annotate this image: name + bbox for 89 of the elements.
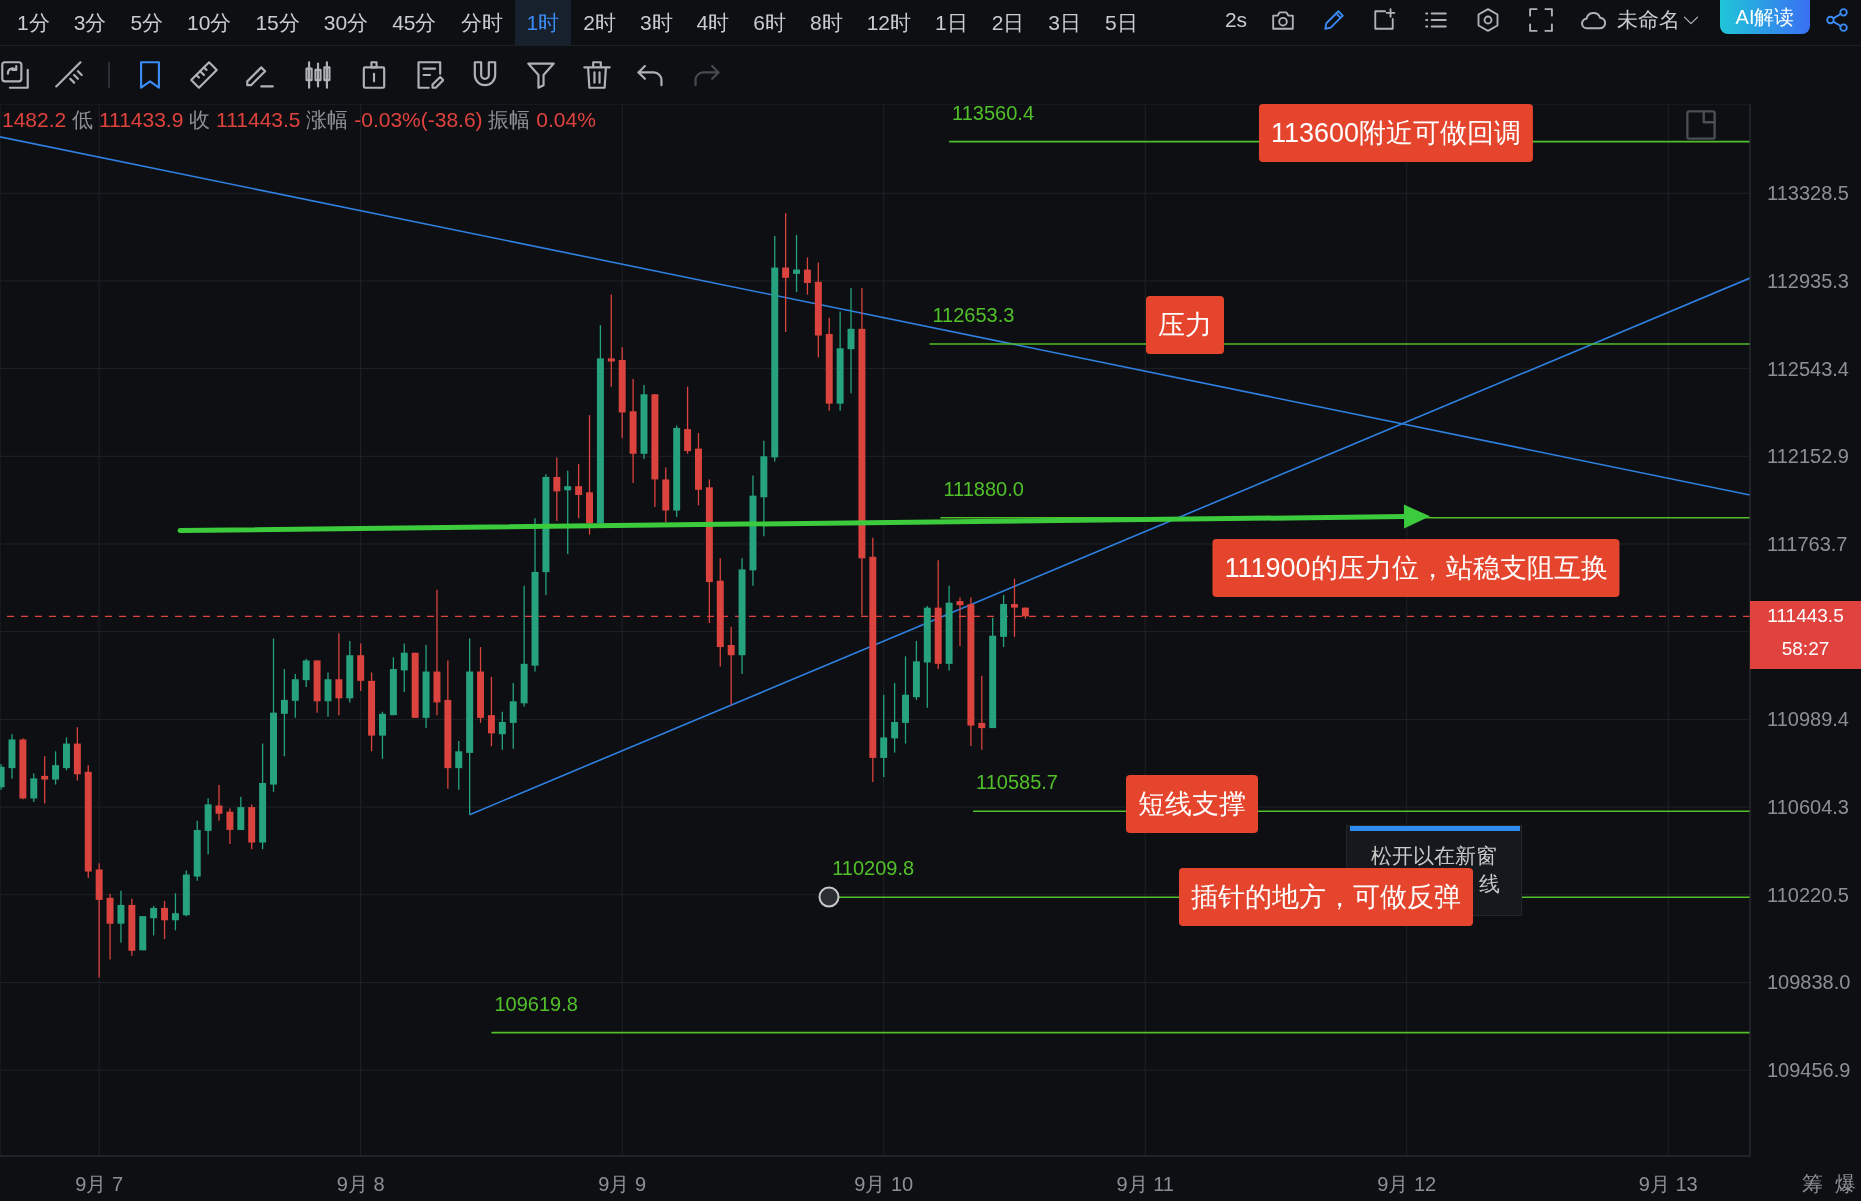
candlestick [782,212,790,333]
candlestick [378,711,386,760]
text: 3时 [639,9,673,36]
y-tick-label: 109456.9 [1767,1059,1851,1082]
candlestick [607,293,615,388]
candlestick [575,463,583,519]
candlestick [171,892,179,932]
ref-line-label: 111443.5 [1767,605,1844,627]
text: 4时 [696,9,730,36]
candlestick [553,456,561,522]
y-tick-label: 112935.3 [1767,269,1849,292]
series-label: 113560.4 [952,101,1035,124]
series-label: 109619.8 [494,992,578,1015]
candlestick [280,668,288,757]
text: 1时 [526,9,560,36]
y-tick-label: 112152.9 [1767,445,1849,468]
text: 10分 [187,9,232,36]
y-tick-label: 111763.7 [1767,532,1848,555]
annotation: 线 [1479,872,1500,895]
candlestick [487,676,495,747]
annotation: 松开以在新窗 [1371,844,1497,867]
series-label: 111880.0 [943,477,1024,500]
candlestick [117,890,125,944]
candlestick [455,740,463,791]
text: 2s [1224,8,1248,31]
text: 5日 [1105,9,1138,36]
text: 5分 [130,9,164,36]
candlestick [564,470,572,555]
candlestick [793,234,801,293]
candlestick [150,905,158,937]
candlestick [803,256,811,296]
candlestick [847,287,855,394]
candlestick [498,711,506,751]
candlestick [891,682,899,754]
candlestick [684,385,692,455]
text: 30分 [323,9,369,36]
text: 8时 [809,9,843,36]
y-tick-label: 109838.0 [1767,971,1851,994]
x-tick-label: 9月 8 [336,1173,385,1195]
candlestick [400,642,408,693]
y-tick-label: 110989.4 [1767,708,1849,731]
button: AI解读 [1720,0,1810,34]
text: 12时 [866,9,911,36]
text: 45分 [392,9,437,36]
x-tick-label: 9月 9 [598,1173,647,1195]
candlestick [161,900,169,940]
y-tick-label: 110220.5 [1767,883,1849,906]
text: 未命名 [1616,8,1680,31]
annotation: 113600附近可做回调 [1270,118,1522,148]
candlestick [30,772,38,803]
candlestick [335,632,343,716]
y-tick-label: 112543.4 [1767,357,1849,380]
candlestick [509,682,517,750]
text: 58:27 [1781,638,1830,660]
candlestick [291,673,299,719]
x-tick-label: 9月 13 [1638,1173,1698,1195]
candlestick [727,626,735,706]
candlestick [302,658,310,688]
candlestick [978,674,986,751]
candlestick [237,796,245,831]
candlestick [880,694,888,778]
text: 1分 [17,9,50,36]
text: 筹 [1801,1172,1823,1195]
text: 1482.2 低 111433.9 收 111443.5 涨幅 -0.03%(-38.6) 振幅 0.04% [2,108,596,131]
text: 2时 [583,9,616,36]
x-tick-label: 9月 12 [1377,1173,1437,1195]
text: 15分 [255,9,300,36]
y-tick-label: 110604.3 [1767,796,1849,819]
text: 2日 [991,9,1025,36]
x-tick-label: 9月 11 [1116,1173,1174,1195]
annotation: 压力 [1157,310,1212,340]
annotation: 短线支撑 [1137,789,1246,819]
text: 6时 [753,9,786,36]
text: 1日 [934,9,968,36]
series-label: 110585.7 [976,770,1058,793]
text: 爆 [1834,1172,1856,1195]
x-tick-label: 9月 10 [854,1173,914,1195]
candlestick [226,807,234,845]
text: 3分 [73,9,107,36]
x-tick-label: 9月 7 [75,1173,124,1195]
candlestick [52,750,60,786]
text: 分时 [460,9,503,36]
text: 3日 [1048,9,1082,36]
series-label: 110209.8 [832,856,915,879]
candlestick [215,784,223,822]
candlestick [41,755,49,805]
y-tick-label: 113328.5 [1767,182,1849,205]
annotation: 111900的压力位，站稳支阻互换 [1224,553,1608,583]
series-label: 112653.3 [932,303,1015,326]
